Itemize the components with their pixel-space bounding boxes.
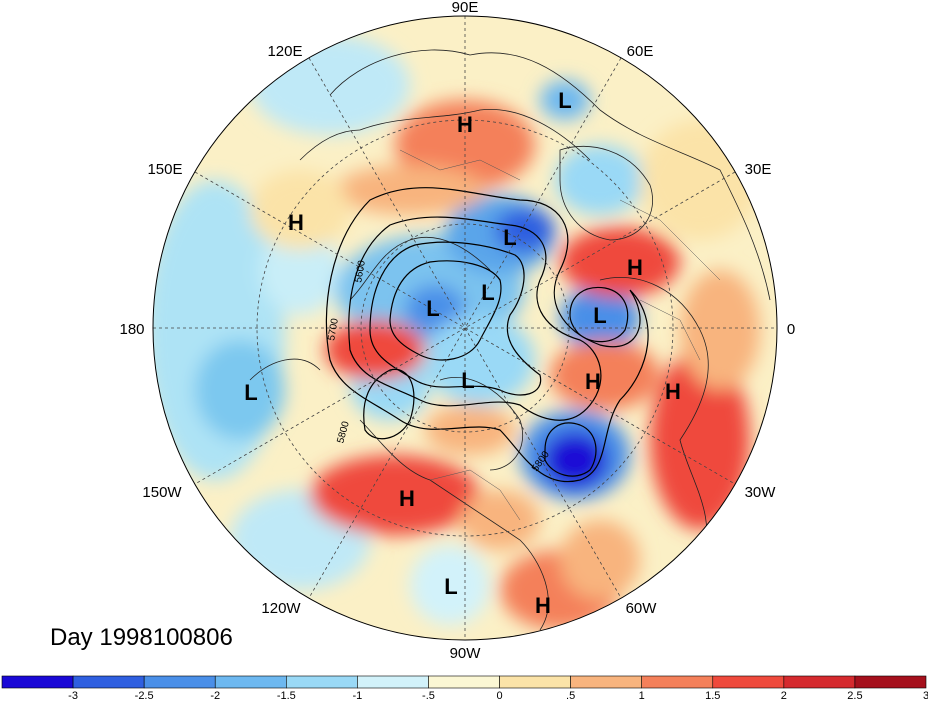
low-center-arctic-a: L	[481, 280, 494, 305]
lon-label-150e: 150E	[147, 161, 182, 178]
pressure-centers: H L H L H L L L L H H L H L H	[244, 88, 681, 618]
colorbar-tick-label: -3	[68, 690, 78, 702]
country-borders	[399, 149, 721, 521]
colorbar-swatch	[72, 675, 145, 689]
contour-5800	[325, 187, 649, 483]
lon-label-120w: 120W	[261, 600, 301, 617]
longitude-labels: 90E 120E 60E 150E 30E 180 0 150W 30W 120…	[119, 0, 795, 662]
lon-label-90w: 90W	[450, 645, 482, 662]
colorbar-swatch	[641, 675, 714, 689]
colorbar-tick-label: .5	[566, 690, 575, 702]
colorbar-tick-label: 0	[496, 690, 502, 702]
colorbar-tick-label: 2.5	[847, 690, 862, 702]
contour-5700	[348, 216, 602, 421]
contour-5600	[369, 241, 542, 396]
colorbar-swatch	[357, 675, 429, 689]
contour-label-5700: 5700	[326, 317, 341, 341]
colorbar-swatch	[1, 675, 74, 689]
colorbar-tick-label: 1	[639, 690, 645, 702]
high-center-southamerica: H	[535, 593, 551, 618]
lon-label-30e: 30E	[745, 161, 772, 178]
colorbar-tick-label: -1.5	[277, 690, 296, 702]
colorbar-tick-label: 1.5	[705, 690, 720, 702]
lon-label-60w: 60W	[626, 600, 658, 617]
colorbar-tick-label: -1	[352, 690, 362, 702]
low-center-arctic-b: L	[426, 296, 439, 321]
low-center-laptev: L	[503, 225, 516, 250]
colorbar-swatch	[286, 675, 358, 689]
contour-5500	[389, 260, 502, 361]
low-center-mexico: L	[444, 574, 457, 599]
colorbar-swatch	[499, 675, 571, 689]
high-center-africa: H	[665, 379, 681, 404]
low-center-pacific: L	[244, 380, 257, 405]
colorbar: -3 -2.5 -2 -1.5 -1 -.5 0 .5 1 1.5 2 2.5 3	[1, 675, 928, 702]
colorbar-swatch	[428, 675, 500, 689]
low-center-kara: L	[558, 88, 571, 113]
lon-label-60e: 60E	[627, 43, 654, 60]
colorbar-swatch	[570, 675, 642, 689]
contour-label-5600: 5600	[353, 259, 368, 283]
date-title: Day 1998100806	[50, 624, 233, 651]
lon-label-90e: 90E	[452, 0, 479, 16]
colorbar-swatch	[783, 675, 856, 689]
colorbar-tick-label: -2	[210, 690, 220, 702]
contour-atlantic-low	[544, 422, 597, 477]
high-center-europe: H	[627, 255, 643, 280]
coastlines	[249, 49, 771, 631]
low-center-europe: L	[593, 303, 606, 328]
map-boundary	[152, 15, 778, 641]
colorbar-tick-label: -2.5	[135, 690, 154, 702]
lon-label-180: 180	[119, 321, 144, 338]
lon-label-30w: 30W	[745, 484, 777, 501]
colorbar-tick-label: -.5	[422, 690, 435, 702]
colorbar-swatch	[854, 675, 927, 689]
colorbar-tick-label: 3	[923, 690, 928, 702]
high-center-usa: H	[399, 486, 415, 511]
high-center-kamchatka: H	[288, 210, 304, 235]
contour-europe-low	[569, 286, 629, 343]
colorbar-swatch	[214, 675, 287, 689]
lon-label-150w: 150W	[142, 484, 182, 501]
low-center-canada: L	[461, 368, 474, 393]
height-contours	[325, 187, 649, 483]
high-center-atlantic: H	[585, 369, 601, 394]
lon-label-0: 0	[787, 321, 795, 338]
contour-pacific-trough	[363, 368, 415, 440]
colorbar-swatch	[143, 675, 216, 689]
colorbar-swatch	[712, 675, 785, 689]
high-center-siberia: H	[457, 112, 473, 137]
lon-label-120e: 120E	[267, 43, 302, 60]
graticule	[153, 16, 777, 640]
colorbar-tick-label: 2	[781, 690, 787, 702]
